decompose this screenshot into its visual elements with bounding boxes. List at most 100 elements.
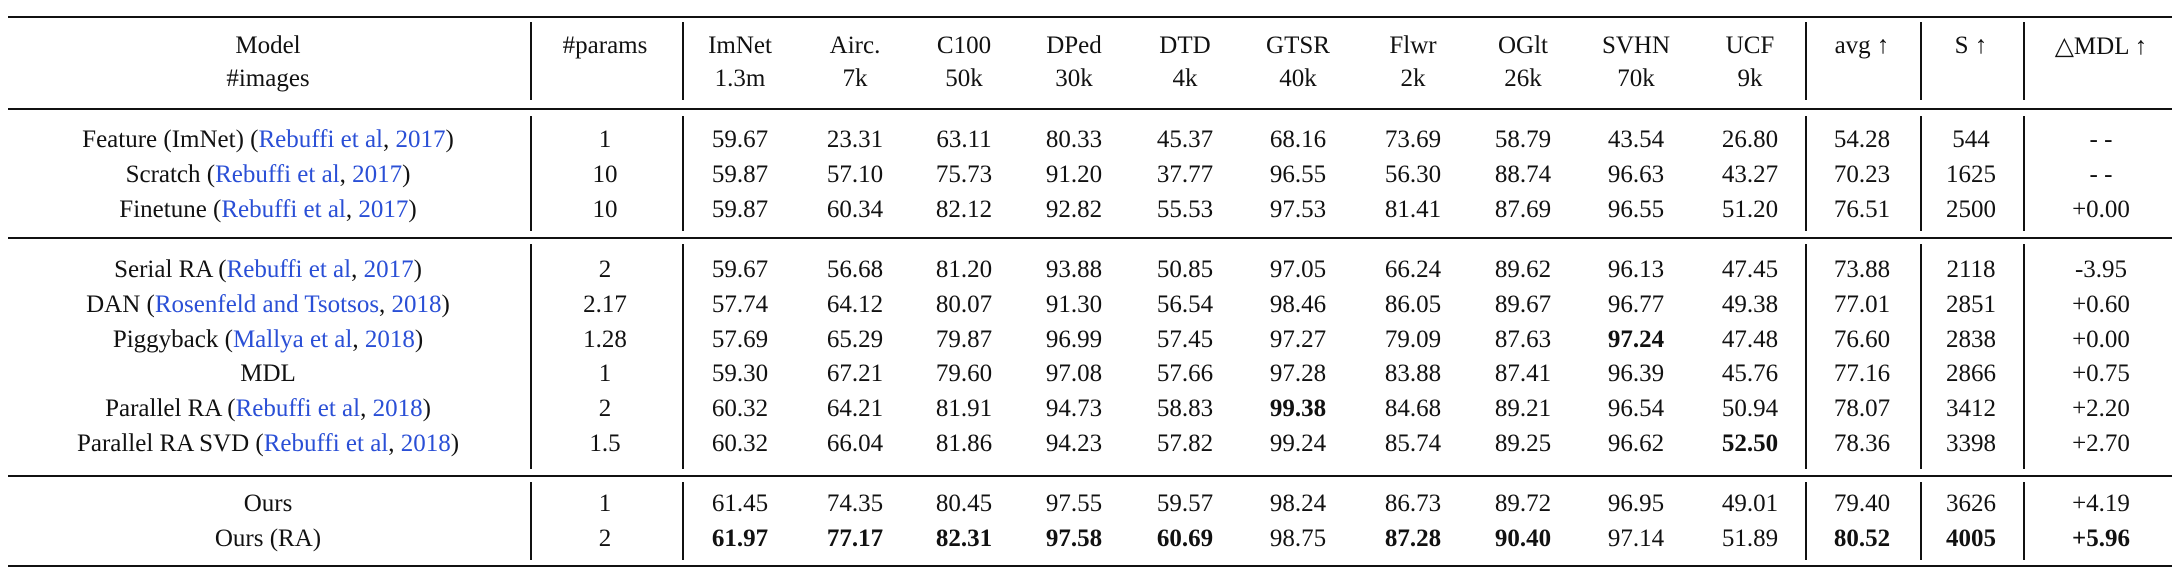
- table-cell: 23.31: [826, 126, 884, 153]
- table-cell: 96.55: [1269, 161, 1327, 188]
- header-cell: DPed: [1046, 32, 1102, 59]
- model-text: Feature (ImNet) (: [82, 126, 259, 153]
- table-cell: 89.25: [1494, 430, 1552, 457]
- table-cell: 92.82: [1045, 196, 1103, 223]
- table-cell: 43.54: [1607, 126, 1665, 153]
- table-cell: - -: [2089, 161, 2113, 188]
- table-cell: +0.00: [2072, 196, 2130, 223]
- column-rule: [682, 22, 684, 100]
- model-text: ,: [339, 161, 353, 188]
- table-cell: +2.70: [2072, 430, 2130, 457]
- table-cell: 63.11: [936, 126, 992, 153]
- citation-link[interactable]: Rebuffi et al: [215, 161, 340, 188]
- header-cell: #images: [226, 65, 310, 92]
- table-cell: 59.30: [711, 360, 769, 387]
- citation-link[interactable]: 2017: [363, 256, 414, 283]
- table-cell: 80.52: [1833, 525, 1891, 552]
- citation-link[interactable]: Rebuffi et al: [235, 395, 361, 422]
- table-cell: 58.79: [1494, 126, 1552, 153]
- citation-link[interactable]: 2018: [400, 430, 451, 457]
- table-cell: 73.88: [1833, 256, 1891, 283]
- table-cell: 1: [598, 126, 612, 153]
- header-cell: ImNet: [708, 32, 772, 59]
- table-cell: 59.87: [711, 161, 769, 188]
- column-rule: [1920, 482, 1922, 560]
- table-cell: 2838: [1946, 326, 1996, 353]
- table-cell: 59.67: [711, 126, 769, 153]
- rule: [8, 565, 2172, 567]
- header-cell: 2k: [1400, 65, 1426, 92]
- table-cell: 98.24: [1269, 490, 1327, 517]
- column-rule: [682, 482, 684, 560]
- table-cell: 96.55: [1607, 196, 1665, 223]
- citation-link[interactable]: Rebuffi et al: [226, 256, 352, 283]
- table-cell: 84.68: [1384, 395, 1442, 422]
- citation-link[interactable]: Rebuffi et al: [263, 430, 389, 457]
- citation-link[interactable]: Rebuffi et al: [221, 196, 346, 223]
- table-cell: 66.24: [1384, 256, 1442, 283]
- table-cell: 86.05: [1384, 291, 1442, 318]
- model-text: Piggyback (: [112, 326, 233, 353]
- table-cell: 1: [598, 490, 612, 517]
- table-cell: 97.58: [1045, 525, 1103, 552]
- column-rule: [682, 116, 684, 231]
- table-cell: 49.38: [1721, 291, 1779, 318]
- table-cell: 96.13: [1607, 256, 1665, 283]
- table-cell: 78.36: [1833, 430, 1891, 457]
- table-cell: 61.97: [711, 525, 769, 552]
- citation-link[interactable]: 2017: [395, 126, 446, 153]
- table-cell: 78.07: [1833, 395, 1891, 422]
- table-cell: 76.60: [1833, 326, 1891, 353]
- table-cell: 60.32: [711, 395, 769, 422]
- table-cell: 87.63: [1494, 326, 1552, 353]
- table-cell: 57.66: [1156, 360, 1214, 387]
- table-cell: 65.29: [826, 326, 884, 353]
- citation-link[interactable]: 2018: [372, 395, 423, 422]
- citation-link[interactable]: 2017: [358, 196, 409, 223]
- table-cell: 81.91: [935, 395, 993, 422]
- table-cell: 57.10: [826, 161, 884, 188]
- table-cell: 57.82: [1156, 430, 1214, 457]
- citation-link[interactable]: 2017: [352, 161, 403, 188]
- header-cell: avg ↑: [1834, 32, 1890, 59]
- header-cell: OGlt: [1498, 32, 1548, 59]
- table-cell: 51.89: [1721, 525, 1779, 552]
- table-cell: 3412: [1946, 395, 1996, 422]
- table-cell: 77.17: [826, 525, 884, 552]
- citation-link[interactable]: Rebuffi et al: [258, 126, 383, 153]
- model-text: ,: [379, 291, 392, 318]
- model-name: MDL: [240, 360, 296, 388]
- citation-link[interactable]: Mallya et al: [232, 326, 353, 353]
- model-name: Finetune (Rebuffi et al, 2017): [119, 196, 416, 224]
- citation-link[interactable]: 2018: [364, 326, 415, 353]
- table-cell: 89.21: [1494, 395, 1552, 422]
- table-cell: 1.5: [589, 430, 621, 457]
- table-cell: 97.08: [1045, 360, 1103, 387]
- table-cell: 79.87: [935, 326, 993, 353]
- table-cell: 43.27: [1721, 161, 1779, 188]
- table-cell: 80.45: [935, 490, 993, 517]
- table-cell: 47.48: [1721, 326, 1779, 353]
- model-text: ): [422, 395, 431, 422]
- table-cell: 96.62: [1607, 430, 1665, 457]
- rule: [8, 108, 2172, 110]
- header-cell: DTD: [1159, 32, 1211, 59]
- model-text: ,: [345, 196, 359, 223]
- table-cell: 61.45: [711, 490, 769, 517]
- column-rule: [1920, 22, 1922, 100]
- table-cell: 1.28: [583, 326, 627, 353]
- model-text: Parallel RA (: [105, 395, 236, 422]
- header-cell: C100: [936, 32, 992, 59]
- model-text: ,: [382, 126, 396, 153]
- header-cell: #params: [562, 32, 648, 59]
- model-text: Ours (RA): [214, 525, 322, 552]
- table-cell: 77.16: [1833, 360, 1891, 387]
- table-cell: 60.34: [826, 196, 884, 223]
- citation-link[interactable]: 2018: [391, 291, 442, 318]
- citation-link[interactable]: Rosenfeld and Tsotsos: [154, 291, 380, 318]
- table-cell: 87.69: [1494, 196, 1552, 223]
- column-rule: [530, 116, 532, 231]
- table-cell: 73.69: [1384, 126, 1442, 153]
- header-cell: 9k: [1737, 65, 1763, 92]
- table-cell: 87.41: [1494, 360, 1552, 387]
